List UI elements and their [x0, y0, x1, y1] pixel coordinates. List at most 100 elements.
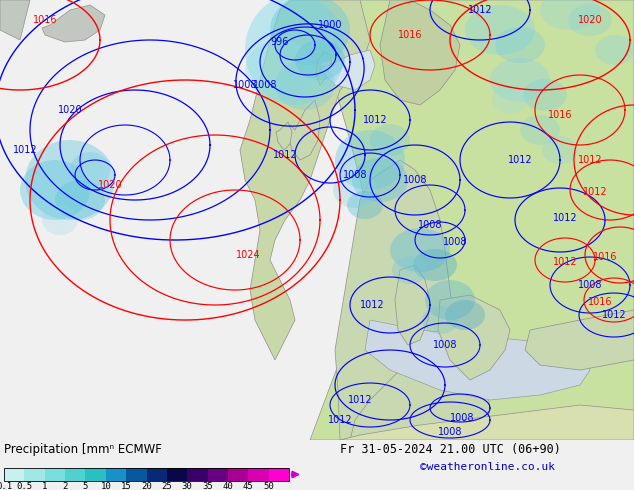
Polygon shape	[0, 0, 30, 40]
Bar	[106, 468, 126, 481]
Polygon shape	[320, 50, 375, 90]
Text: 5: 5	[83, 482, 88, 490]
Text: 1008: 1008	[233, 80, 257, 90]
Text: 1: 1	[42, 482, 48, 490]
Bar	[45, 468, 65, 481]
Text: 1008: 1008	[443, 237, 467, 247]
Bar	[24, 468, 45, 481]
Polygon shape	[240, 0, 370, 360]
Bar	[126, 468, 146, 481]
Text: 1012: 1012	[508, 155, 533, 165]
Ellipse shape	[425, 280, 475, 320]
Text: 1012: 1012	[347, 395, 372, 405]
Ellipse shape	[390, 228, 450, 272]
Bar	[187, 468, 207, 481]
Ellipse shape	[352, 158, 408, 202]
Ellipse shape	[540, 0, 600, 30]
Text: 0.5: 0.5	[16, 482, 32, 490]
Text: 1020: 1020	[98, 180, 122, 190]
Text: 35: 35	[202, 482, 213, 490]
Bar	[167, 468, 187, 481]
Bar	[207, 468, 228, 481]
Text: 25: 25	[162, 482, 172, 490]
Text: 30: 30	[182, 482, 193, 490]
Text: 15: 15	[120, 482, 131, 490]
Text: 1024: 1024	[236, 250, 261, 260]
Polygon shape	[288, 100, 320, 160]
Bar	[4, 468, 289, 481]
Ellipse shape	[465, 5, 535, 55]
Text: 45: 45	[243, 482, 254, 490]
Ellipse shape	[542, 136, 578, 164]
Text: 40: 40	[223, 482, 233, 490]
Ellipse shape	[520, 115, 560, 145]
Ellipse shape	[70, 152, 110, 188]
Text: 1012: 1012	[328, 415, 353, 425]
Ellipse shape	[392, 256, 428, 284]
Text: 1016: 1016	[593, 252, 618, 262]
Text: 1012: 1012	[602, 310, 626, 320]
Polygon shape	[365, 320, 590, 400]
Text: 1016: 1016	[548, 110, 573, 120]
Polygon shape	[276, 122, 292, 150]
Text: Precipitation [mmⁿ ECMWF: Precipitation [mmⁿ ECMWF	[4, 443, 162, 456]
Text: 1008: 1008	[450, 413, 474, 423]
Text: 1012: 1012	[578, 155, 602, 165]
Text: 996: 996	[271, 37, 289, 47]
Text: 2: 2	[62, 482, 68, 490]
Polygon shape	[335, 160, 480, 440]
Text: 10: 10	[100, 482, 111, 490]
Ellipse shape	[422, 306, 458, 334]
Text: 1008: 1008	[433, 340, 457, 350]
Text: 1012: 1012	[468, 5, 493, 15]
Ellipse shape	[568, 4, 612, 36]
Polygon shape	[395, 265, 430, 345]
Text: 1012: 1012	[273, 150, 297, 160]
Bar	[4, 468, 24, 481]
Text: 1008: 1008	[253, 80, 277, 90]
Polygon shape	[350, 340, 490, 440]
Text: 1012: 1012	[583, 187, 607, 197]
Ellipse shape	[413, 249, 457, 281]
Ellipse shape	[595, 35, 634, 65]
Bar	[86, 468, 106, 481]
Ellipse shape	[270, 0, 350, 65]
Text: 1016: 1016	[398, 30, 422, 40]
Bar	[269, 468, 289, 481]
Text: Fr 31-05-2024 21.00 UTC (06+90): Fr 31-05-2024 21.00 UTC (06+90)	[340, 443, 561, 456]
Ellipse shape	[245, 0, 345, 105]
Ellipse shape	[245, 40, 315, 100]
Ellipse shape	[523, 79, 567, 111]
Ellipse shape	[55, 180, 105, 220]
Polygon shape	[340, 405, 634, 440]
Text: 1008: 1008	[403, 175, 427, 185]
Text: 1016: 1016	[33, 15, 57, 25]
Bar	[65, 468, 86, 481]
Text: 1008: 1008	[578, 280, 602, 290]
Ellipse shape	[445, 300, 485, 330]
Ellipse shape	[370, 124, 410, 156]
Text: 0.1: 0.1	[0, 482, 12, 490]
Text: 20: 20	[141, 482, 152, 490]
Text: 1012: 1012	[359, 300, 384, 310]
Polygon shape	[310, 0, 634, 440]
Ellipse shape	[25, 140, 115, 220]
Ellipse shape	[275, 60, 335, 110]
Text: 1012: 1012	[553, 257, 578, 267]
Ellipse shape	[495, 27, 545, 63]
Ellipse shape	[335, 130, 405, 190]
Ellipse shape	[295, 40, 345, 80]
Polygon shape	[438, 295, 510, 380]
Text: 1016: 1016	[588, 297, 612, 307]
Text: 1020: 1020	[578, 15, 602, 25]
Text: 1000: 1000	[318, 20, 342, 30]
Text: ©weatheronline.co.uk: ©weatheronline.co.uk	[420, 462, 555, 472]
Ellipse shape	[333, 172, 377, 208]
Text: 1012: 1012	[13, 145, 37, 155]
Text: 50: 50	[263, 482, 274, 490]
Polygon shape	[380, 0, 460, 105]
Ellipse shape	[492, 86, 528, 114]
Text: 1008: 1008	[437, 427, 462, 437]
Ellipse shape	[490, 58, 550, 102]
Bar	[146, 468, 167, 481]
